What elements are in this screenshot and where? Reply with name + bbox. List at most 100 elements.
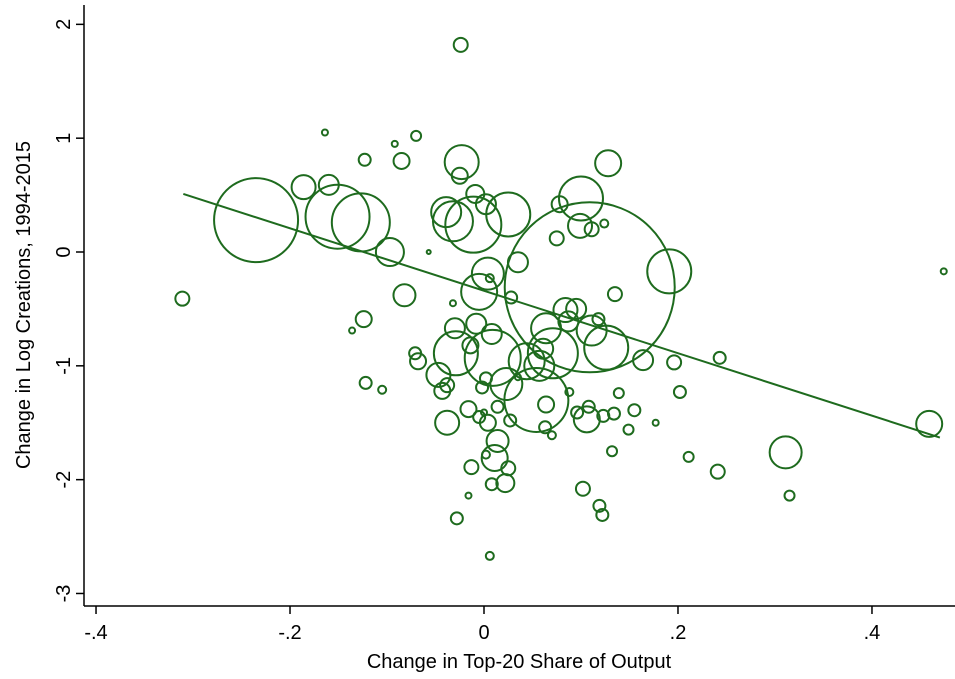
bubble <box>484 550 495 561</box>
bubble <box>513 373 522 382</box>
bubble <box>565 297 588 320</box>
y-tick-label: 2 <box>53 19 75 30</box>
bubble <box>606 406 621 421</box>
bubble <box>939 267 948 276</box>
bubble <box>463 328 522 387</box>
bubble <box>489 367 524 402</box>
bubble <box>503 201 676 374</box>
bubble <box>357 152 372 167</box>
bubble <box>459 400 478 419</box>
bubble <box>682 450 695 463</box>
bubble <box>425 361 452 388</box>
bubble <box>583 221 600 238</box>
bubble <box>449 511 464 526</box>
bubble <box>712 350 727 365</box>
bubble <box>485 191 532 238</box>
bubble <box>503 413 518 428</box>
bubble <box>465 312 488 335</box>
bubble <box>320 128 329 137</box>
bubble <box>651 418 660 427</box>
bubble <box>783 489 796 502</box>
bubble <box>425 249 432 256</box>
bubble <box>443 144 480 181</box>
x-tick-label: 0 <box>478 622 489 644</box>
bubble <box>431 200 474 243</box>
bubble <box>646 248 693 295</box>
bubble <box>480 322 503 345</box>
bubble <box>348 326 357 335</box>
fit-line <box>183 192 941 439</box>
bubble <box>354 310 373 329</box>
bubble <box>537 395 556 414</box>
bubble <box>627 403 642 418</box>
bubble <box>439 377 456 394</box>
x-tick-label: .2 <box>670 622 687 644</box>
bubble <box>464 491 473 500</box>
bubble <box>612 387 625 400</box>
x-axis-label: Change in Top-20 Share of Output <box>367 651 672 673</box>
bubble <box>583 324 630 371</box>
bubble <box>564 387 575 398</box>
bubble <box>485 428 510 453</box>
bubble <box>444 195 503 254</box>
x-tick-label: .4 <box>864 622 881 644</box>
bubble <box>490 399 505 414</box>
bubble <box>358 375 373 390</box>
bubble <box>594 149 623 178</box>
bubble <box>557 175 604 222</box>
bubble <box>465 183 486 204</box>
bubble <box>592 498 607 513</box>
bubble <box>390 139 399 148</box>
y-tick-label: -1 <box>53 357 75 375</box>
bubble <box>392 283 417 308</box>
bubble <box>548 230 565 247</box>
bubble <box>595 507 610 522</box>
bubble <box>570 405 585 420</box>
bubble <box>709 463 726 480</box>
bubble <box>599 218 610 229</box>
bubble <box>915 409 944 438</box>
bubble <box>377 384 388 395</box>
bubble <box>304 183 371 250</box>
bubble <box>480 444 509 473</box>
bubble <box>174 290 191 307</box>
bubble <box>538 420 553 435</box>
bubble <box>546 430 557 441</box>
y-tick-label: 0 <box>53 246 75 257</box>
bubble <box>526 327 579 380</box>
bubble <box>475 380 490 395</box>
y-tick-label: 1 <box>53 133 75 144</box>
bubble <box>213 177 300 264</box>
bubble <box>632 349 655 372</box>
bubble <box>622 423 635 436</box>
bubble <box>452 36 469 53</box>
bubble <box>290 174 317 201</box>
bubble <box>409 352 428 371</box>
bubble <box>432 330 479 377</box>
bubble <box>478 413 497 432</box>
bubble <box>523 349 556 382</box>
bubble <box>484 477 499 492</box>
bubble <box>532 337 555 360</box>
bubble <box>374 237 405 268</box>
bubble <box>480 449 491 460</box>
bubble <box>567 212 594 239</box>
bubble <box>392 151 411 170</box>
bubble <box>448 299 457 308</box>
bubble <box>495 473 516 494</box>
bubble <box>443 317 466 340</box>
bubble <box>672 385 687 400</box>
bubble <box>606 286 623 303</box>
bubble <box>461 336 480 355</box>
bubble <box>606 445 619 458</box>
bubble <box>574 480 591 497</box>
bubble <box>572 405 601 434</box>
y-axis-label: Change in Log Creations, 1994-2015 <box>13 141 35 469</box>
bubble <box>768 435 803 470</box>
bubble <box>507 342 546 381</box>
bubble <box>484 273 495 284</box>
bubble <box>463 459 480 476</box>
bubble <box>434 409 461 436</box>
x-tick-label: -.2 <box>278 622 301 644</box>
